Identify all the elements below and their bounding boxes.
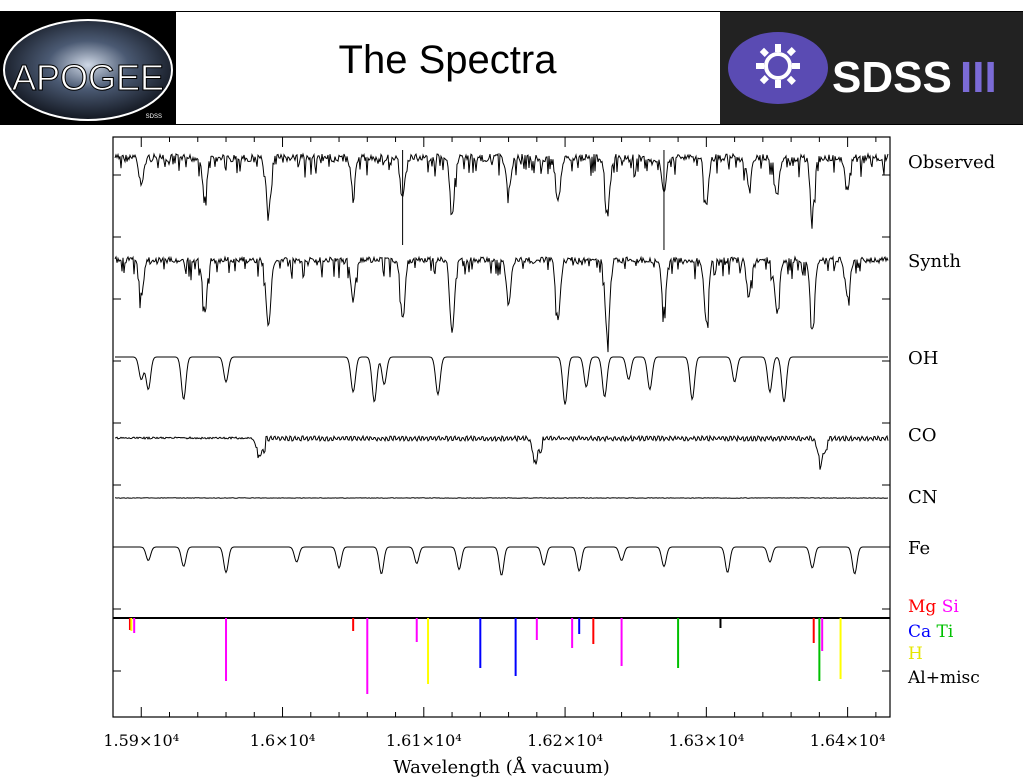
- legend-element-row: Mg Si: [908, 597, 959, 617]
- legend-label: CN: [908, 487, 938, 508]
- apogee-logo: APOGEE SDSS: [0, 12, 176, 124]
- series-line-fe: [115, 546, 888, 576]
- legend-label: Fe: [908, 538, 930, 559]
- legend-element-si: Si: [936, 597, 959, 617]
- apogee-logo-graphic: APOGEE SDSS: [0, 12, 175, 124]
- sdss-logo: SDSS III: [720, 12, 1023, 124]
- legend-element-row: H: [908, 644, 923, 664]
- x-tick-label: 1.62×10⁴: [527, 731, 603, 750]
- sdss-star-icon: [756, 44, 800, 88]
- x-tick-label: 1.63×10⁴: [668, 731, 744, 750]
- legend-label: OH: [908, 348, 938, 369]
- series-line-synth: [114, 255, 889, 353]
- x-tick-label: 1.61×10⁴: [386, 731, 462, 750]
- legend-element-mg: Mg: [908, 597, 936, 617]
- legend-element-row: Ca Ti: [908, 622, 954, 642]
- legend-element-ca: Ca: [908, 622, 931, 642]
- apogee-logo-sdss: SDSS: [146, 114, 162, 120]
- legend-label: Synth: [908, 251, 961, 272]
- series-line-observed: [114, 152, 889, 229]
- header-bottom-rule: [0, 124, 1023, 125]
- legend-element-ti: Ti: [931, 622, 954, 642]
- legend-element-row: Al+misc: [907, 668, 980, 688]
- x-tick-label: 1.64×10⁴: [810, 731, 886, 750]
- legend-element-almisc: Al+misc: [907, 668, 980, 688]
- sdss-logo-text: SDSS: [832, 53, 952, 102]
- header-top-rule: [0, 11, 1023, 12]
- plot-frame: [112, 136, 891, 718]
- series-line-oh: [115, 356, 888, 405]
- series-line-co: [115, 434, 889, 470]
- legend-label: CO: [908, 425, 937, 446]
- x-axis-label: Wavelength (Å vacuum): [393, 756, 610, 778]
- sdss-logo-roman: III: [960, 53, 997, 102]
- sdss-logo-graphic: SDSS III: [720, 12, 1023, 124]
- x-tick-label: 1.59×10⁴: [103, 731, 179, 750]
- page-title: The Spectra: [338, 38, 557, 82]
- apogee-logo-text: APOGEE: [12, 57, 164, 98]
- x-tick-label: 1.6×10⁴: [250, 731, 316, 750]
- legend-element-h: H: [908, 644, 923, 664]
- legend-label: Observed: [908, 152, 995, 173]
